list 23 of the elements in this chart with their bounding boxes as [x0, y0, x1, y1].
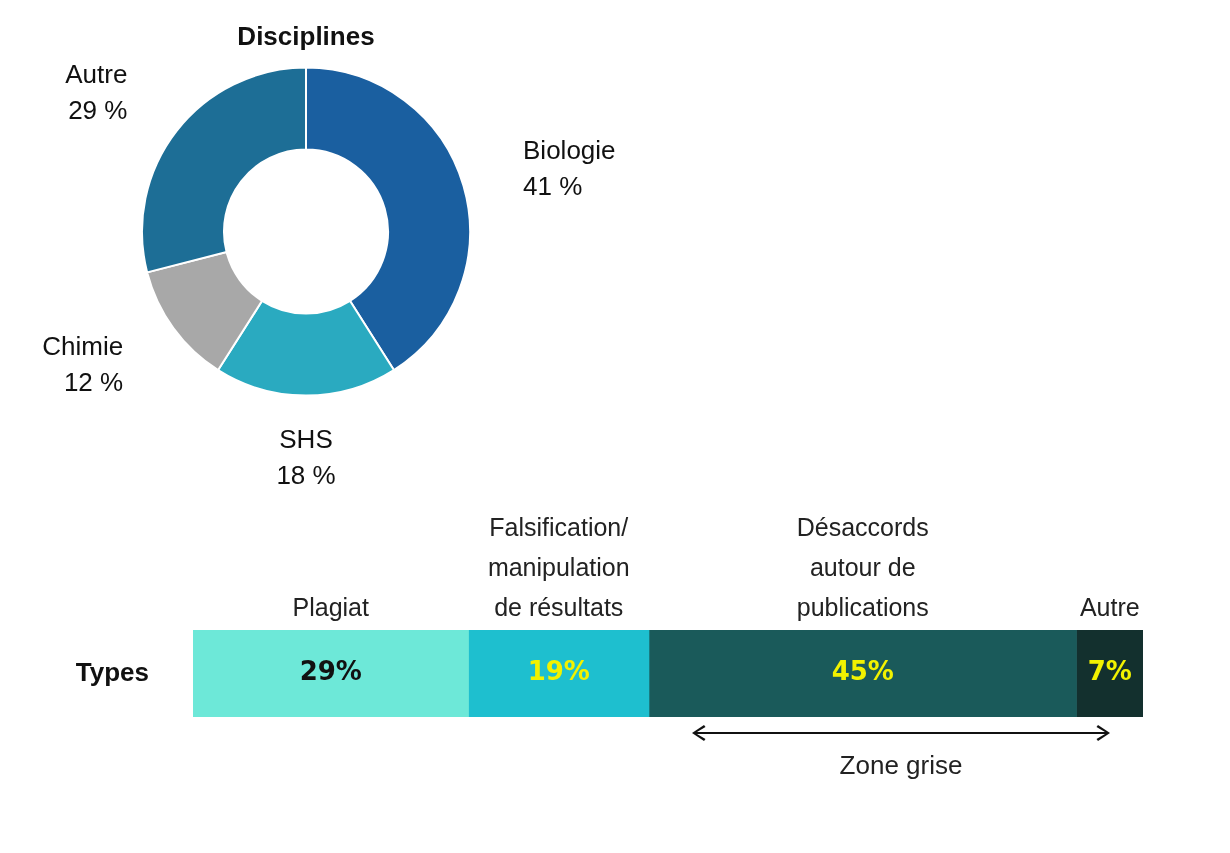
- data-label: 45%: [831, 656, 894, 687]
- slice-label: Biologie: [523, 134, 616, 165]
- slice-label: Chimie: [42, 330, 124, 361]
- slice-label: Autre: [65, 59, 128, 90]
- bar: [468, 630, 650, 717]
- series-label: Plagiat: [292, 593, 370, 621]
- data-label: 41 %: [523, 170, 583, 201]
- data-label: 29 %: [68, 95, 128, 126]
- y-tick-label: Types: [75, 656, 149, 687]
- series-label: Autre: [1079, 593, 1140, 621]
- data-label: 7%: [1087, 656, 1132, 687]
- bar: [1076, 630, 1143, 717]
- bar: [193, 630, 469, 717]
- bar: [648, 630, 1077, 717]
- data-label: 19%: [527, 656, 590, 687]
- data-label: 18 %: [276, 459, 336, 490]
- slice-label: SHS: [279, 423, 333, 454]
- series-label: Désaccords autour de publications: [796, 513, 929, 621]
- data-label: 12 %: [63, 366, 124, 397]
- text: Zone grise: [838, 750, 964, 780]
- series-label: Falsification/ manipulation de résultats: [487, 513, 630, 621]
- data-label: 29%: [299, 656, 362, 687]
- chart-title: Disciplines: [237, 20, 375, 51]
